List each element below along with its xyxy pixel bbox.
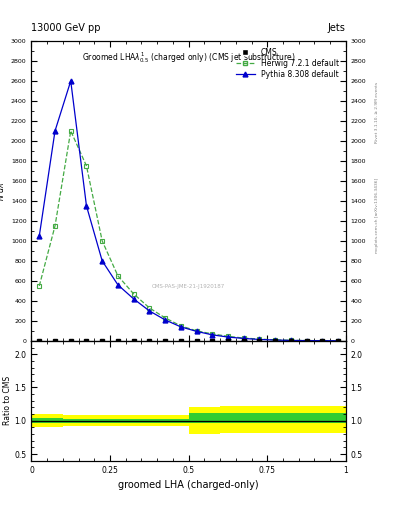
Y-axis label: $\frac{1}{N}\frac{dN}{d\lambda}$: $\frac{1}{N}\frac{dN}{d\lambda}$	[0, 181, 8, 201]
Text: Jets: Jets	[328, 23, 346, 33]
Text: 13000 GeV pp: 13000 GeV pp	[31, 23, 101, 33]
Text: mcplots.cern.ch [arXiv:1306.3436]: mcplots.cern.ch [arXiv:1306.3436]	[375, 178, 379, 252]
Text: Groomed LHA$\lambda^{1}_{0.5}$ (charged only) (CMS jet substructure): Groomed LHA$\lambda^{1}_{0.5}$ (charged …	[82, 50, 296, 65]
Y-axis label: Ratio to CMS: Ratio to CMS	[3, 376, 12, 425]
Legend: CMS, Herwig 7.2.1 default, Pythia 8.308 default: CMS, Herwig 7.2.1 default, Pythia 8.308 …	[233, 45, 342, 82]
Text: Rivet 3.1.10, ≥ 2.9M events: Rivet 3.1.10, ≥ 2.9M events	[375, 82, 379, 143]
X-axis label: groomed LHA (charged-only): groomed LHA (charged-only)	[118, 480, 259, 490]
Text: CMS-PAS-JME-21-J1920187: CMS-PAS-JME-21-J1920187	[152, 284, 225, 289]
